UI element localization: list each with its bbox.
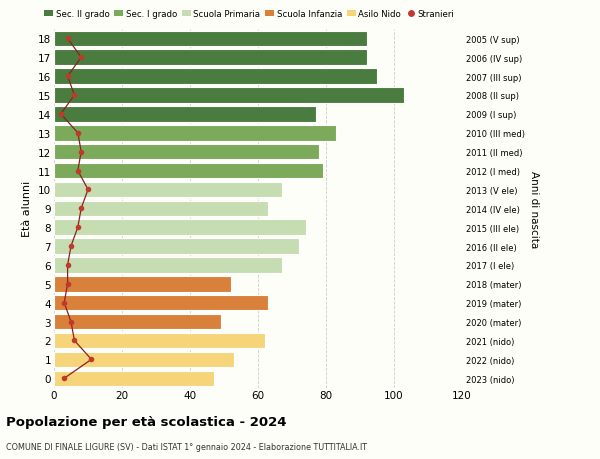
Bar [54, 32, 367, 47]
Legend: Sec. II grado, Sec. I grado, Scuola Primaria, Scuola Infanzia, Asilo Nido, Stran: Sec. II grado, Sec. I grado, Scuola Prim… [41, 6, 458, 22]
Point [73, 224, 83, 231]
Bar [54, 88, 404, 104]
Bar [54, 69, 377, 84]
Bar [54, 276, 231, 292]
Bar [54, 371, 214, 386]
Bar [54, 182, 282, 198]
Bar [54, 126, 336, 141]
Bar [54, 352, 234, 367]
Point [66, 243, 76, 250]
Bar [54, 239, 299, 254]
Bar [54, 314, 221, 330]
Y-axis label: Anni di nascita: Anni di nascita [529, 170, 539, 247]
Point [76, 55, 86, 62]
Point [86, 356, 96, 363]
Bar [54, 257, 282, 273]
Point [59, 375, 69, 382]
Bar [54, 201, 268, 217]
Bar [54, 50, 367, 66]
Bar [54, 145, 319, 160]
Bar [54, 163, 323, 179]
Point [76, 149, 86, 156]
Point [70, 337, 79, 344]
Point [63, 262, 73, 269]
Point [70, 92, 79, 100]
Point [56, 111, 65, 118]
Point [73, 130, 83, 137]
Y-axis label: Età alunni: Età alunni [22, 181, 32, 237]
Point [63, 36, 73, 43]
Point [63, 280, 73, 288]
Text: Popolazione per età scolastica - 2024: Popolazione per età scolastica - 2024 [6, 415, 287, 428]
Point [76, 205, 86, 213]
Point [59, 299, 69, 307]
Point [66, 318, 76, 325]
Bar [54, 333, 265, 348]
Bar [54, 295, 268, 311]
Point [83, 186, 93, 194]
Text: COMUNE DI FINALE LIGURE (SV) - Dati ISTAT 1° gennaio 2024 - Elaborazione TUTTITA: COMUNE DI FINALE LIGURE (SV) - Dati ISTA… [6, 442, 367, 451]
Point [73, 168, 83, 175]
Point [63, 73, 73, 81]
Bar [54, 220, 305, 235]
Bar [54, 107, 316, 123]
